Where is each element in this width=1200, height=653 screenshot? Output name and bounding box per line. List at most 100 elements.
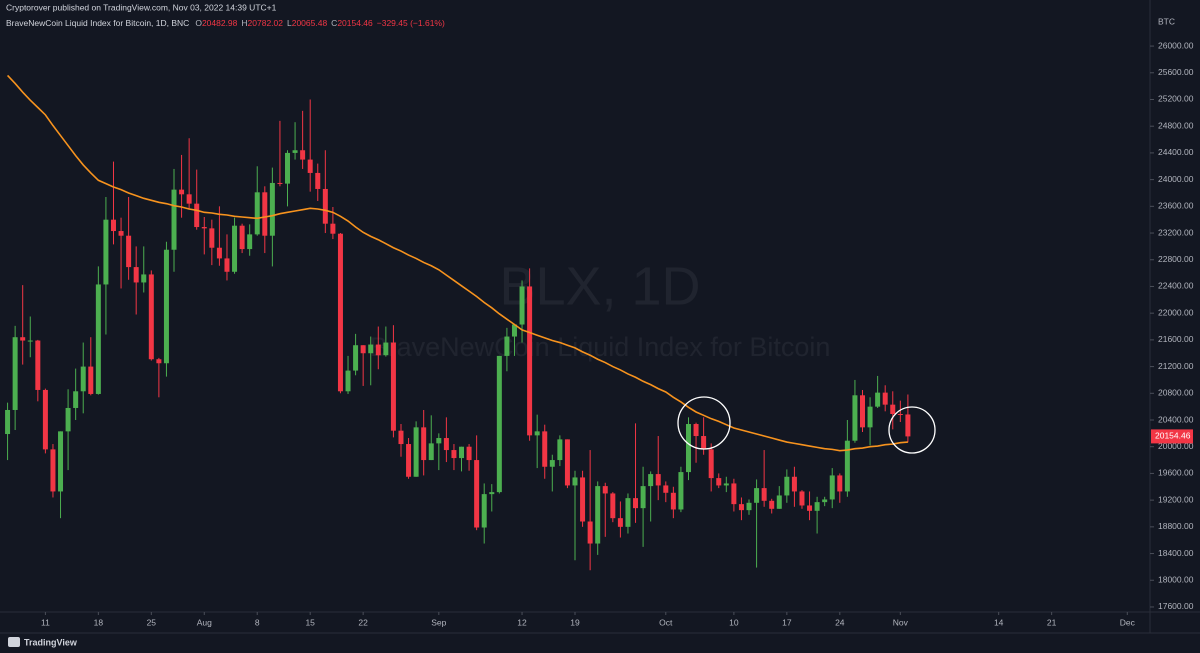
x-tick-label: 24 (835, 617, 845, 627)
candle-body (118, 231, 124, 236)
y-tick-label: 17600.00 (1158, 601, 1194, 611)
candle-body (186, 194, 192, 204)
y-tick-label: 22800.00 (1158, 254, 1194, 264)
candle-body (746, 502, 752, 511)
y-tick-label: 18000.00 (1158, 575, 1194, 585)
x-tick-label: 21 (1047, 617, 1057, 627)
candle-body (776, 495, 782, 509)
x-tick-label: Oct (659, 617, 673, 627)
candle-body (163, 249, 169, 364)
candle-body (905, 414, 911, 437)
candle-body (837, 475, 843, 492)
candle-body (791, 476, 797, 492)
candle-body (822, 499, 828, 503)
candle-body (519, 286, 525, 325)
candle-body (784, 476, 790, 496)
candle-body (625, 498, 631, 527)
candle-body (360, 345, 366, 354)
candle-body (421, 427, 427, 461)
y-tick-label: 25200.00 (1158, 94, 1194, 104)
candle-body (110, 219, 116, 232)
candle-body (678, 472, 684, 510)
y-tick-label: 26000.00 (1158, 40, 1194, 50)
x-tick-label: 22 (358, 617, 368, 627)
publisher-header: Cryptorover published on TradingView.com… (6, 2, 277, 12)
candle-body (42, 389, 48, 450)
candle-body (12, 337, 18, 410)
y-tick-label: 20000.00 (1158, 441, 1194, 451)
ohlc-label: C (331, 18, 337, 28)
candle-body (133, 267, 139, 283)
currency: BTC (1158, 16, 1175, 26)
last-price-box (1151, 429, 1193, 444)
x-tick-label: 12 (517, 617, 527, 627)
candle-body (95, 284, 101, 394)
footer-logo: TradingView (24, 637, 78, 647)
ohlc-label: H (241, 18, 247, 28)
candle-body (80, 366, 86, 392)
candle-body (867, 406, 873, 428)
candle-body (587, 521, 593, 544)
candle-body (648, 474, 654, 487)
y-tick-label: 25600.00 (1158, 67, 1194, 77)
x-tick-label: 18 (94, 617, 104, 627)
candle-body (496, 355, 502, 493)
candle-body (814, 502, 820, 511)
x-tick-label: 19 (570, 617, 580, 627)
candle-body (300, 150, 306, 160)
x-tick-label: Dec (1120, 617, 1136, 627)
candle-body (156, 359, 162, 364)
x-tick-label: 11 (41, 617, 50, 627)
y-tick-label: 20800.00 (1158, 388, 1194, 398)
candle-body (428, 443, 434, 461)
x-tick-label: 25 (147, 617, 157, 627)
candle-body (383, 342, 389, 356)
annotation-circle (677, 396, 731, 450)
y-tick-label: 23600.00 (1158, 201, 1194, 211)
x-tick-label: 15 (305, 617, 315, 627)
candle-body (685, 424, 691, 473)
candle-body (655, 474, 661, 486)
x-tick-label: 8 (255, 617, 260, 627)
y-tick-label: 24800.00 (1158, 120, 1194, 130)
y-tick-label: 21200.00 (1158, 361, 1194, 371)
candle-body (406, 444, 412, 477)
candle-body (549, 460, 555, 467)
watermark-symbol: BLX, 1D (499, 256, 700, 316)
y-tick-label: 21600.00 (1158, 334, 1194, 344)
candle-body (315, 172, 321, 189)
candle-body (701, 436, 707, 450)
moving-average (6, 74, 908, 452)
candle-body (481, 494, 487, 528)
x-tick-label: Nov (893, 617, 909, 627)
logo-icon (8, 637, 20, 647)
candle-body (254, 192, 260, 235)
candle-body (58, 431, 64, 492)
candle-body (103, 219, 109, 285)
candle-body (489, 492, 495, 495)
candle-body (413, 427, 419, 477)
candle-body (27, 340, 33, 342)
candle-body (617, 518, 623, 527)
candle-body (239, 225, 245, 250)
candle-body (602, 486, 608, 494)
candle-body (20, 337, 26, 341)
candle-body (353, 345, 359, 371)
candle-body (542, 431, 548, 467)
x-tick-label: 17 (782, 617, 792, 627)
ohlc-value: 20782.02 (248, 18, 284, 28)
candle-body (807, 505, 813, 511)
candle-body (640, 486, 646, 509)
x-tick-label: 14 (994, 617, 1004, 627)
candle-body (390, 342, 396, 431)
candle-body (345, 370, 351, 392)
y-tick-label: 19600.00 (1158, 468, 1194, 478)
candle-body (670, 492, 676, 510)
candle-body (65, 407, 71, 432)
candle-body (572, 477, 578, 486)
legend: BraveNewCoin Liquid Index for Bitcoin, 1… (6, 18, 445, 28)
candle-body (285, 152, 290, 184)
ohlc-label: O (195, 18, 202, 28)
